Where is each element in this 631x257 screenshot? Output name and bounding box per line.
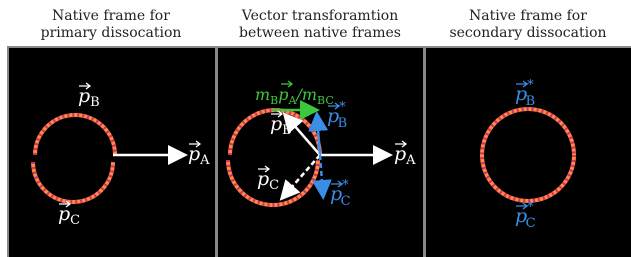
panel <box>9 48 215 257</box>
figure: Native frame for primary dissocation Vec… <box>0 0 631 257</box>
label-sup: * <box>527 78 534 93</box>
label-sub: A <box>405 153 416 168</box>
label-sub: B <box>90 95 100 110</box>
label-base: p <box>270 113 282 135</box>
panel-title: Vector transforamtion <box>241 8 399 24</box>
vector-label: p*C <box>330 178 351 209</box>
panel-title: Native frame for <box>52 8 170 24</box>
label-sub: B <box>282 123 292 138</box>
label-sup: * <box>339 100 346 115</box>
label-base: m <box>255 85 270 104</box>
label-sup: * <box>342 178 349 193</box>
label-base: p <box>78 85 90 107</box>
label-base: p <box>278 85 288 104</box>
panel-title: secondary dissocation <box>449 25 606 41</box>
panel-title: between native frames <box>239 25 401 41</box>
label-base: p <box>257 168 269 190</box>
label-sub: A <box>199 153 210 168</box>
vector-label: p*B <box>515 78 535 109</box>
label-sup: * <box>527 200 534 215</box>
label-sub: BC <box>317 94 334 107</box>
label-base: p <box>394 143 406 165</box>
label-sub: C <box>70 213 80 228</box>
label-sub: B <box>270 94 278 107</box>
panel-title: Native frame for <box>469 8 587 24</box>
label-sub: B <box>338 116 348 131</box>
label-sub: C <box>341 194 351 209</box>
label-sub: B <box>526 94 536 109</box>
label-base: p <box>58 203 70 225</box>
label-sub: C <box>269 178 279 193</box>
vector-label: p*C <box>515 200 536 231</box>
label-base: p <box>188 143 200 165</box>
label-sub: C <box>526 216 536 231</box>
panel-title: primary dissocation <box>41 25 182 41</box>
label-base: /m <box>294 85 317 104</box>
